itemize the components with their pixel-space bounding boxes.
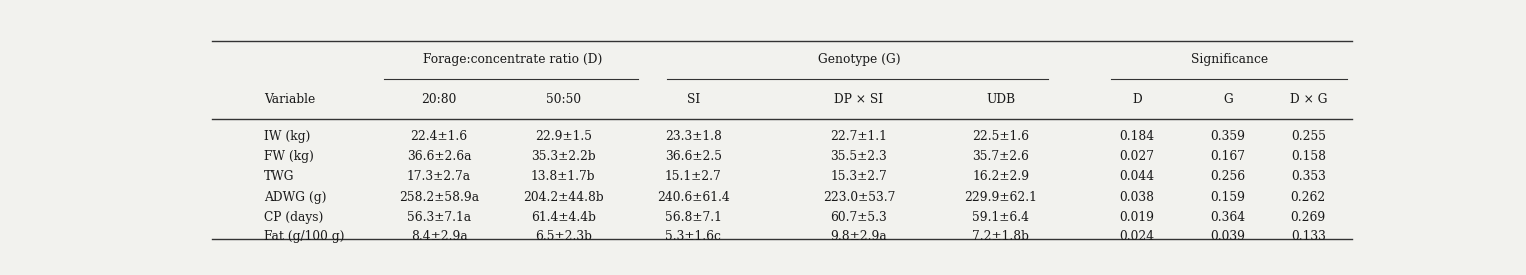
- Text: SI: SI: [687, 93, 700, 106]
- Text: 8.4±2.9a: 8.4±2.9a: [410, 230, 467, 243]
- Text: 0.039: 0.039: [1210, 230, 1245, 243]
- Text: 0.019: 0.019: [1120, 211, 1154, 224]
- Text: 0.044: 0.044: [1119, 170, 1155, 183]
- Text: 0.133: 0.133: [1291, 230, 1326, 243]
- Text: 0.158: 0.158: [1291, 150, 1326, 163]
- Text: Genotype (G): Genotype (G): [818, 53, 900, 66]
- Text: D: D: [1132, 93, 1141, 106]
- Text: 22.4±1.6: 22.4±1.6: [410, 130, 467, 143]
- Text: 0.184: 0.184: [1119, 130, 1155, 143]
- Text: 16.2±2.9: 16.2±2.9: [972, 170, 1030, 183]
- Text: 0.359: 0.359: [1210, 130, 1245, 143]
- Text: 13.8±1.7b: 13.8±1.7b: [531, 170, 595, 183]
- Text: 229.9±62.1: 229.9±62.1: [964, 191, 1038, 204]
- Text: 0.167: 0.167: [1210, 150, 1245, 163]
- Text: 35.5±2.3: 35.5±2.3: [830, 150, 887, 163]
- Text: 0.256: 0.256: [1210, 170, 1245, 183]
- Text: TWG: TWG: [264, 170, 295, 183]
- Text: 0.024: 0.024: [1119, 230, 1155, 243]
- Text: UDB: UDB: [986, 93, 1015, 106]
- Text: 60.7±5.3: 60.7±5.3: [830, 211, 887, 224]
- Text: G: G: [1222, 93, 1233, 106]
- Text: IW (kg): IW (kg): [264, 130, 310, 143]
- Text: Significance: Significance: [1190, 53, 1268, 66]
- Text: 223.0±53.7: 223.0±53.7: [823, 191, 896, 204]
- Text: FW (kg): FW (kg): [264, 150, 314, 163]
- Text: 36.6±2.5: 36.6±2.5: [665, 150, 722, 163]
- Text: 0.364: 0.364: [1210, 211, 1245, 224]
- Text: 56.8±7.1: 56.8±7.1: [665, 211, 722, 224]
- Text: 0.262: 0.262: [1291, 191, 1326, 204]
- Text: 0.353: 0.353: [1291, 170, 1326, 183]
- Text: Variable: Variable: [264, 93, 316, 106]
- Text: 20:80: 20:80: [421, 93, 456, 106]
- Text: 22.7±1.1: 22.7±1.1: [830, 130, 888, 143]
- Text: Fat (g/100 g): Fat (g/100 g): [264, 230, 345, 243]
- Text: 35.7±2.6: 35.7±2.6: [972, 150, 1030, 163]
- Text: 5.3±1.6c: 5.3±1.6c: [665, 230, 722, 243]
- Text: DP × SI: DP × SI: [835, 93, 884, 106]
- Text: 15.1±2.7: 15.1±2.7: [665, 170, 722, 183]
- Text: 17.3±2.7a: 17.3±2.7a: [407, 170, 472, 183]
- Text: 240.6±61.4: 240.6±61.4: [658, 191, 729, 204]
- Text: Forage:concentrate ratio (D): Forage:concentrate ratio (D): [423, 53, 603, 66]
- Text: 7.2±1.8b: 7.2±1.8b: [972, 230, 1030, 243]
- Text: 35.3±2.2b: 35.3±2.2b: [531, 150, 595, 163]
- Text: 36.6±2.6a: 36.6±2.6a: [407, 150, 472, 163]
- Text: 22.5±1.6: 22.5±1.6: [972, 130, 1030, 143]
- Text: 50:50: 50:50: [546, 93, 581, 106]
- Text: 9.8±2.9a: 9.8±2.9a: [830, 230, 887, 243]
- Text: 258.2±58.9a: 258.2±58.9a: [398, 191, 479, 204]
- Text: ADWG (g): ADWG (g): [264, 191, 327, 204]
- Text: 204.2±44.8b: 204.2±44.8b: [523, 191, 604, 204]
- Text: 61.4±4.4b: 61.4±4.4b: [531, 211, 595, 224]
- Text: D × G: D × G: [1289, 93, 1328, 106]
- Text: 59.1±6.4: 59.1±6.4: [972, 211, 1030, 224]
- Text: 6.5±2.3b: 6.5±2.3b: [534, 230, 592, 243]
- Text: 0.269: 0.269: [1291, 211, 1326, 224]
- Text: 0.255: 0.255: [1291, 130, 1326, 143]
- Text: 0.027: 0.027: [1120, 150, 1154, 163]
- Text: 23.3±1.8: 23.3±1.8: [665, 130, 722, 143]
- Text: CP (days): CP (days): [264, 211, 324, 224]
- Text: 15.3±2.7: 15.3±2.7: [830, 170, 887, 183]
- Text: 0.038: 0.038: [1120, 191, 1154, 204]
- Text: 0.159: 0.159: [1210, 191, 1245, 204]
- Text: 22.9±1.5: 22.9±1.5: [534, 130, 592, 143]
- Text: 56.3±7.1a: 56.3±7.1a: [407, 211, 472, 224]
